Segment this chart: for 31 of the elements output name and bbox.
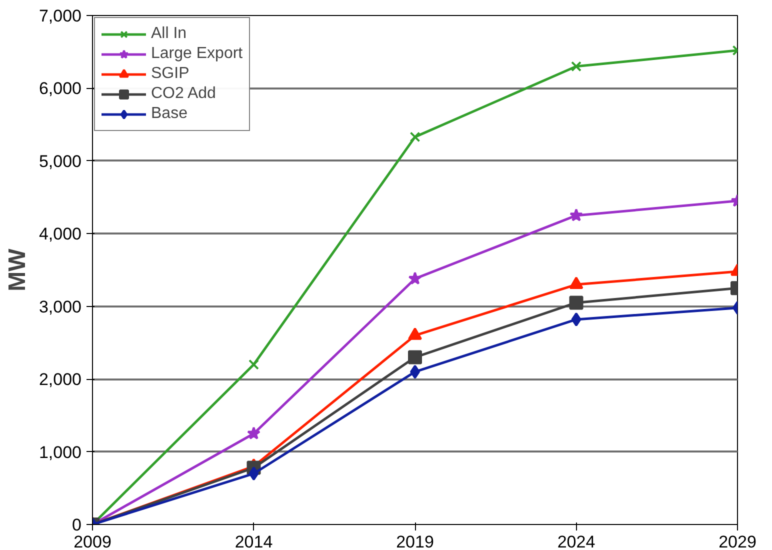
point [248,466,259,481]
legend-label: SGIP [151,65,190,83]
point [570,208,583,222]
legend-label: Base [151,105,188,123]
y-tick-label: 5,000 [38,152,82,171]
point [569,296,584,310]
y-tick-label: 6,000 [38,79,82,98]
y-tick-label: 2,000 [38,370,82,390]
y-axis-title: MW [4,248,31,292]
legend-label: CO2 Add [151,85,216,103]
legend-label: All In [151,25,187,43]
x-tick-label: 2024 [557,532,596,550]
point [571,61,582,72]
point [247,426,260,440]
point [410,132,420,142]
y-tick-label: 7,000 [38,6,82,26]
x-tick-label: 2009 [74,532,112,550]
x-tick-label: 2014 [234,532,273,550]
y-tick-label: 4,000 [38,224,82,244]
point [569,276,584,290]
x-tick-label: 2019 [396,532,434,550]
y-tick-label: 0 [72,516,82,534]
point [571,312,582,326]
x-tick-label: 2029 [718,532,756,550]
point [408,350,422,364]
y-tick-label: 1,000 [38,442,82,462]
point [408,328,422,340]
point [408,272,422,285]
legend-label: Large Export [151,45,243,63]
point [248,359,259,370]
y-tick-label: 3,000 [38,297,82,316]
